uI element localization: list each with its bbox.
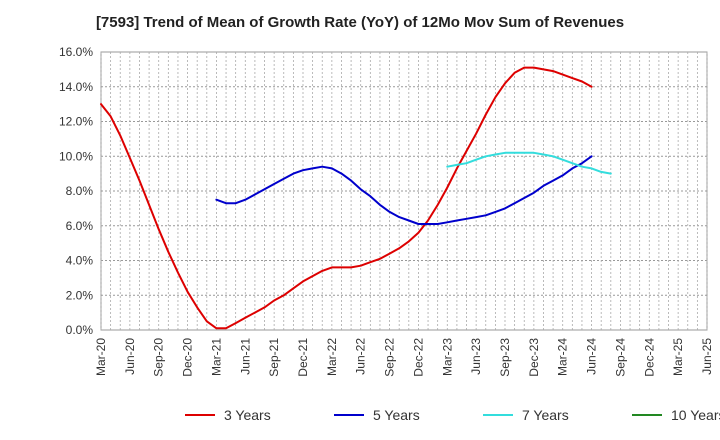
x-tick-label: Mar-23 — [440, 338, 454, 376]
series-line-5-years — [215, 155, 593, 225]
y-tick-label: 12.0% — [59, 115, 93, 129]
x-tick-label: Sep-22 — [383, 338, 397, 377]
legend: 3 Years 5 Years 7 Years 10 Years — [185, 407, 720, 423]
legend-label-3-years: 3 Years — [224, 407, 271, 423]
x-tick-label: Sep-21 — [267, 338, 281, 377]
x-tick-label: Mar-20 — [94, 338, 108, 376]
y-tick-label: 6.0% — [66, 219, 94, 233]
x-tick-label: Dec-22 — [411, 338, 425, 377]
series-line-3-years — [100, 66, 593, 330]
x-tick-label: Jun-24 — [585, 338, 599, 375]
x-tick-label: Sep-20 — [152, 338, 166, 377]
x-tick-label: Dec-24 — [642, 338, 656, 377]
x-tick-label: Dec-20 — [181, 338, 195, 377]
x-tick-label: Jun-25 — [700, 338, 714, 375]
x-tick-label: Mar-24 — [556, 338, 570, 376]
y-tick-label: 0.0% — [66, 323, 94, 337]
y-tick-label: 4.0% — [66, 254, 94, 268]
plot-area — [100, 51, 708, 331]
x-tick-label: Mar-22 — [325, 338, 339, 376]
y-tick-label: 8.0% — [66, 184, 94, 198]
x-tick-label: Jun-22 — [354, 338, 368, 375]
x-tick-label: Dec-23 — [527, 338, 541, 377]
legend-label-10-years: 10 Years — [671, 407, 720, 423]
x-tick-label: Sep-24 — [613, 338, 627, 377]
x-tick-label: Jun-23 — [469, 338, 483, 375]
chart-title: [7593] Trend of Mean of Growth Rate (YoY… — [95, 14, 625, 31]
x-tick-label: Mar-21 — [209, 338, 223, 376]
series-layer — [100, 66, 612, 330]
axis-layer: 0.0% 2.0% 4.0% 6.0% 8.0% 10.0% 12.0% 14.0% 16.0%… — [59, 45, 714, 377]
x-tick-label: Jun-21 — [238, 338, 252, 375]
y-tick-label: 10.0% — [59, 149, 93, 163]
legend-label-5-years: 5 Years — [373, 407, 420, 423]
y-tick-label: 14.0% — [59, 80, 93, 94]
x-tick-label: Sep-23 — [498, 338, 512, 377]
grid-layer — [100, 51, 708, 331]
x-tick-label: Dec-21 — [296, 338, 310, 377]
y-tick-label: 2.0% — [66, 288, 94, 302]
series-line-7-years — [446, 151, 612, 175]
y-tick-label: 16.0% — [59, 45, 93, 59]
x-tick-label: Mar-25 — [671, 338, 685, 376]
x-tick-label: Jun-20 — [123, 338, 137, 375]
legend-label-7-years: 7 Years — [522, 407, 569, 423]
